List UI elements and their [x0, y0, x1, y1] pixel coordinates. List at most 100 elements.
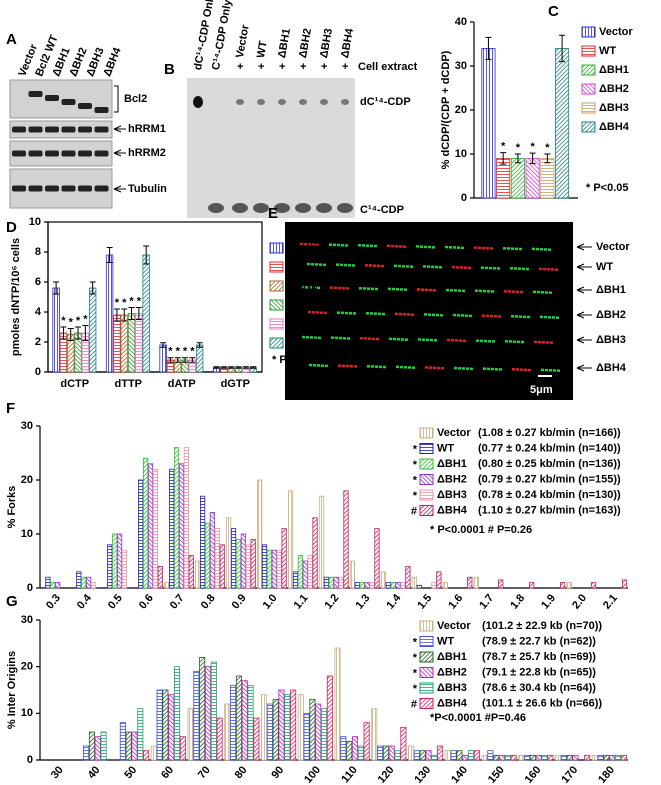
fiber — [531, 247, 553, 252]
legend-label: ΔBH2 — [287, 299, 317, 311]
y-tick-label: 30 — [455, 60, 467, 72]
bar — [318, 495, 325, 589]
legend-marker: * — [413, 652, 418, 664]
legend-swatch — [419, 505, 434, 516]
legend-label: Vector — [437, 620, 471, 632]
bar — [359, 582, 365, 589]
bar — [241, 680, 248, 761]
bar — [199, 656, 206, 761]
bar — [597, 754, 604, 761]
x-tick-label: 50 — [122, 764, 139, 781]
bar — [380, 571, 387, 589]
x-tick-label: 1.5 — [415, 592, 434, 611]
bar — [518, 754, 525, 761]
fiber — [539, 315, 561, 320]
bar — [76, 571, 82, 589]
bar — [272, 698, 279, 761]
legend-swatch — [419, 636, 434, 647]
legend-label: ΔBH4 — [599, 121, 630, 133]
error-bar — [113, 308, 120, 322]
legend-swatch — [581, 45, 596, 57]
legend-label: ΔBH2 — [437, 666, 467, 678]
legend-marker: * — [413, 636, 418, 648]
bar — [374, 528, 380, 589]
bar — [224, 703, 231, 761]
band — [12, 150, 26, 157]
arrow — [576, 286, 592, 294]
treatment-sign: + — [342, 61, 348, 73]
band — [12, 185, 26, 192]
bar — [566, 582, 572, 589]
treatment-sign: + — [279, 61, 285, 73]
x-tick-label: 1.1 — [292, 592, 311, 611]
spot — [193, 96, 203, 108]
bar — [94, 736, 101, 761]
bar — [247, 684, 254, 761]
legend-stats: (78.7 ± 25.7 kb (n=69)) — [482, 651, 596, 663]
arrow — [576, 243, 592, 251]
x-tick-label: 1.9 — [539, 592, 558, 611]
bar — [188, 555, 194, 589]
error-bar — [160, 342, 167, 348]
bar — [169, 468, 175, 589]
bar — [390, 582, 396, 589]
bar — [346, 740, 353, 761]
row-label: ΔBH3 — [596, 334, 626, 346]
fiber — [306, 262, 328, 267]
treatment-label: Cell extract — [358, 61, 418, 73]
bar — [560, 582, 566, 589]
gel — [187, 78, 355, 218]
error-bar — [121, 308, 128, 322]
legend-label: ΔBH3 — [287, 318, 317, 330]
bar — [388, 745, 395, 761]
bar — [157, 566, 163, 589]
spot — [232, 203, 248, 213]
y-tick-label: 0 — [461, 192, 467, 204]
legend-swatch — [419, 682, 434, 694]
error-bar — [529, 152, 536, 165]
fiber — [511, 367, 533, 372]
band — [78, 126, 92, 133]
bar — [400, 582, 406, 589]
legend-marker: # — [411, 698, 417, 710]
legend-swatch — [269, 299, 284, 311]
legend-marker: * — [413, 459, 418, 471]
fiber — [444, 245, 466, 250]
panel-label: G — [6, 593, 18, 610]
x-tick-label: 0.4 — [75, 591, 95, 611]
band — [94, 126, 109, 133]
bar — [419, 750, 426, 761]
band-label: Bcl2 — [124, 93, 147, 105]
bar — [394, 750, 401, 761]
band — [78, 185, 92, 192]
bar — [297, 555, 303, 589]
arrow — [576, 263, 592, 271]
fiber — [482, 367, 504, 371]
y-tick-label: 10 — [455, 148, 467, 160]
error-bar — [135, 307, 142, 320]
error-bar — [485, 36, 492, 60]
bar — [88, 287, 97, 373]
bar — [193, 670, 200, 761]
legend-swatch — [419, 698, 434, 709]
legend-swatch — [581, 102, 596, 114]
legend-marker: * — [413, 683, 418, 695]
bar — [187, 708, 194, 761]
x-tick-label: 110 — [339, 764, 360, 785]
fiber — [359, 336, 381, 341]
fiber — [336, 311, 358, 315]
bar — [290, 689, 297, 761]
fiber — [329, 286, 351, 290]
bar — [253, 717, 260, 761]
spot — [278, 99, 286, 105]
bar — [278, 689, 285, 761]
treatment-sign: + — [237, 61, 243, 73]
error-bar — [174, 357, 181, 363]
fiber — [504, 339, 526, 344]
y-tick-label: 10 — [21, 707, 33, 719]
error-bar — [143, 245, 150, 265]
fiber — [393, 264, 415, 269]
spot — [253, 203, 269, 213]
fiber — [301, 335, 323, 340]
x-tick-label: 2.0 — [570, 592, 589, 611]
